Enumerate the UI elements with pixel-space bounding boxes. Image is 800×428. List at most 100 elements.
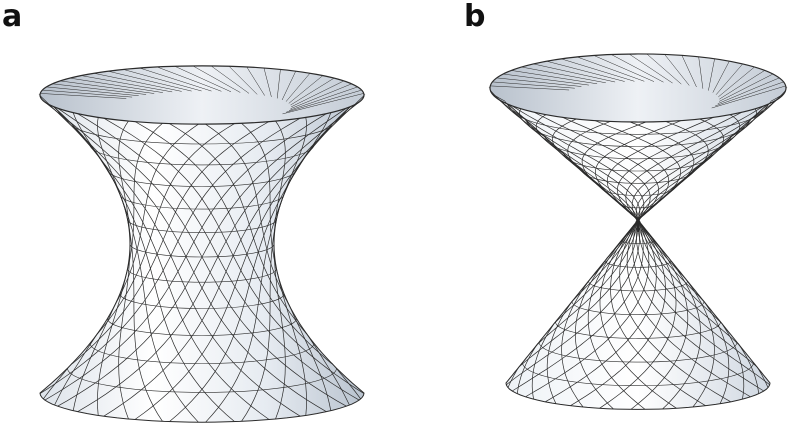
mesh-ring bbox=[582, 170, 694, 184]
inner-mesh-line bbox=[521, 66, 606, 84]
mesh-ring bbox=[119, 194, 285, 210]
mesh-ring bbox=[600, 186, 676, 196]
mesh-line bbox=[638, 172, 692, 221]
mesh-ring bbox=[522, 362, 754, 386]
inner-mesh-line bbox=[719, 73, 774, 102]
inner-mesh-line bbox=[715, 63, 743, 95]
mesh-line bbox=[507, 366, 520, 388]
inner-mesh-line bbox=[290, 83, 352, 109]
inner-mesh-line bbox=[42, 89, 133, 98]
inner-mesh-line bbox=[698, 56, 704, 89]
mesh-line bbox=[552, 118, 585, 173]
inner-mesh-line bbox=[281, 71, 296, 101]
inner-mesh-line bbox=[628, 53, 673, 84]
inner-mesh-line bbox=[46, 86, 139, 96]
inner-mesh-line bbox=[490, 85, 570, 91]
inner-mesh-line bbox=[52, 83, 147, 95]
mesh-line bbox=[624, 219, 638, 237]
inner-mesh-line bbox=[40, 93, 127, 99]
mesh-ring bbox=[89, 343, 315, 364]
inner-mesh-line bbox=[664, 54, 690, 86]
mesh-ring bbox=[67, 368, 337, 393]
mesh-ring bbox=[119, 293, 285, 309]
inner-mesh-line bbox=[288, 86, 358, 111]
mesh-line bbox=[492, 93, 505, 102]
double-cone-surface bbox=[488, 53, 788, 410]
inner-mesh-line bbox=[546, 60, 625, 82]
inner-mesh-line bbox=[611, 54, 664, 83]
inner-mesh-line bbox=[246, 66, 265, 96]
inner-mesh-line bbox=[123, 69, 202, 92]
inner-mesh-line bbox=[638, 219, 640, 233]
mesh-ring bbox=[619, 203, 657, 209]
inner-mesh-line bbox=[533, 63, 616, 83]
inner-mesh-line bbox=[715, 81, 784, 107]
inner-mesh-line bbox=[492, 81, 575, 89]
inner-mesh-line bbox=[708, 58, 715, 91]
mesh-ring bbox=[621, 240, 655, 244]
mesh-line bbox=[756, 366, 769, 388]
inner-mesh-line bbox=[593, 55, 655, 82]
inner-mesh-line bbox=[681, 55, 697, 88]
mesh-ring bbox=[588, 281, 688, 292]
mesh-line bbox=[537, 220, 639, 345]
mesh-ring bbox=[604, 260, 672, 268]
mesh-line bbox=[685, 278, 715, 408]
mesh-line bbox=[606, 219, 638, 260]
mesh-line bbox=[519, 108, 544, 136]
mesh-line bbox=[561, 278, 591, 408]
inner-mesh-line bbox=[496, 77, 582, 87]
inner-mesh-line bbox=[174, 66, 232, 93]
inner-mesh-line bbox=[718, 66, 755, 98]
inner-mesh-line bbox=[108, 70, 192, 92]
mesh-line bbox=[590, 219, 638, 280]
mesh-line bbox=[771, 93, 784, 102]
mesh-ring bbox=[127, 268, 277, 283]
inner-mesh-line bbox=[263, 68, 272, 97]
inner-mesh-line bbox=[719, 70, 765, 100]
mesh-ring bbox=[67, 119, 337, 145]
inner-mesh-line bbox=[210, 65, 250, 94]
inner-mesh-line bbox=[711, 85, 786, 109]
mesh-ring bbox=[563, 153, 713, 172]
mesh-ring bbox=[545, 137, 731, 160]
inner-mesh-line bbox=[712, 61, 730, 93]
mesh-ring bbox=[538, 342, 738, 363]
inner-mesh-line bbox=[157, 66, 222, 92]
mesh-ring bbox=[508, 104, 768, 135]
hyperboloid-surface bbox=[38, 65, 366, 423]
inner-mesh-line bbox=[139, 67, 212, 92]
inner-mesh-line bbox=[282, 93, 364, 115]
inner-mesh-line bbox=[646, 53, 682, 85]
inner-mesh-line bbox=[717, 77, 780, 104]
inner-mesh-line bbox=[192, 65, 241, 93]
mesh-ring bbox=[555, 321, 721, 339]
mesh-ring bbox=[107, 169, 297, 187]
inner-mesh-line bbox=[81, 75, 173, 93]
inner-mesh-line bbox=[577, 56, 645, 82]
mesh-ring bbox=[571, 301, 705, 315]
mesh-ring bbox=[127, 219, 277, 233]
inner-mesh-line bbox=[290, 77, 335, 106]
inner-mesh-line bbox=[94, 73, 182, 92]
mesh-line bbox=[516, 343, 538, 394]
mesh-line bbox=[662, 258, 702, 410]
mesh-ring bbox=[107, 318, 297, 336]
mesh-line bbox=[722, 324, 745, 400]
inner-mesh-line bbox=[561, 58, 635, 82]
mesh-line bbox=[638, 220, 723, 325]
inner-mesh-line bbox=[290, 80, 344, 108]
inner-mesh-line bbox=[286, 89, 362, 113]
inner-mesh-line bbox=[228, 66, 258, 95]
mesh-line bbox=[553, 220, 638, 325]
mesh-ring bbox=[526, 120, 750, 147]
inner-mesh-line bbox=[276, 69, 281, 99]
inner-mesh-line bbox=[60, 80, 155, 94]
inner-mesh-line bbox=[288, 75, 323, 104]
panel-label-a: a bbox=[2, 0, 23, 34]
mesh-ring bbox=[89, 144, 315, 166]
inner-mesh-line bbox=[69, 77, 163, 93]
mesh-line bbox=[738, 343, 760, 394]
inner-mesh-line bbox=[502, 73, 589, 86]
